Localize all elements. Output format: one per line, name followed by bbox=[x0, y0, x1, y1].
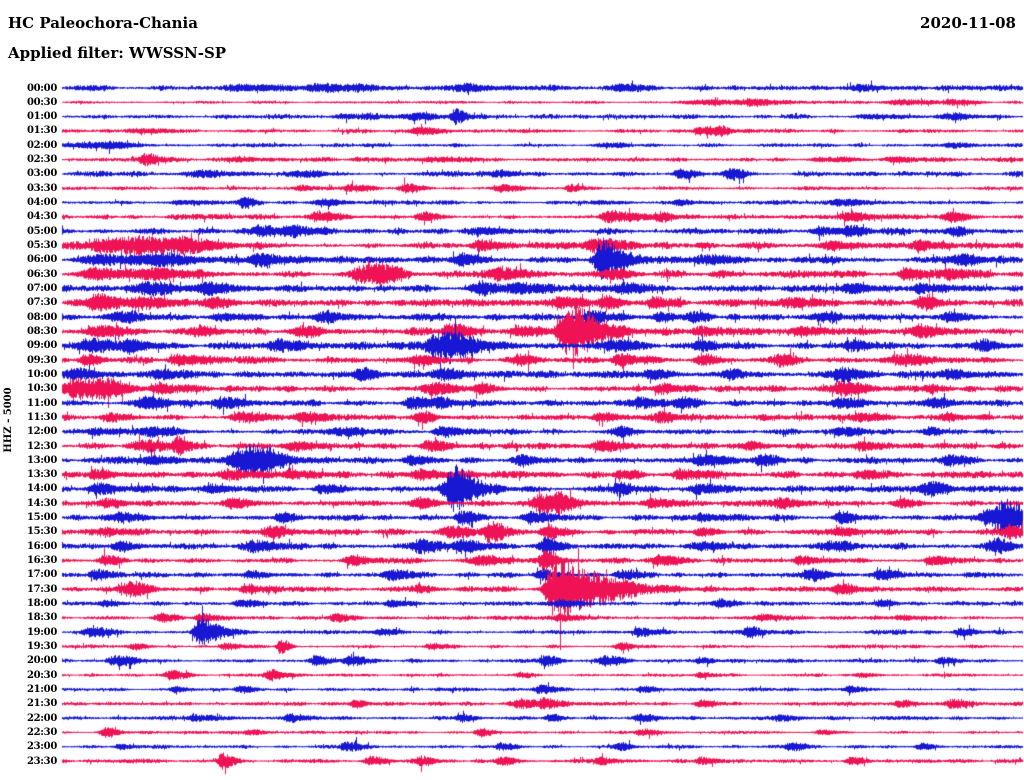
helicorder-traces bbox=[0, 0, 1024, 780]
helicorder-page: HC Paleochora-Chania 2020-11-08 Applied … bbox=[0, 0, 1024, 780]
